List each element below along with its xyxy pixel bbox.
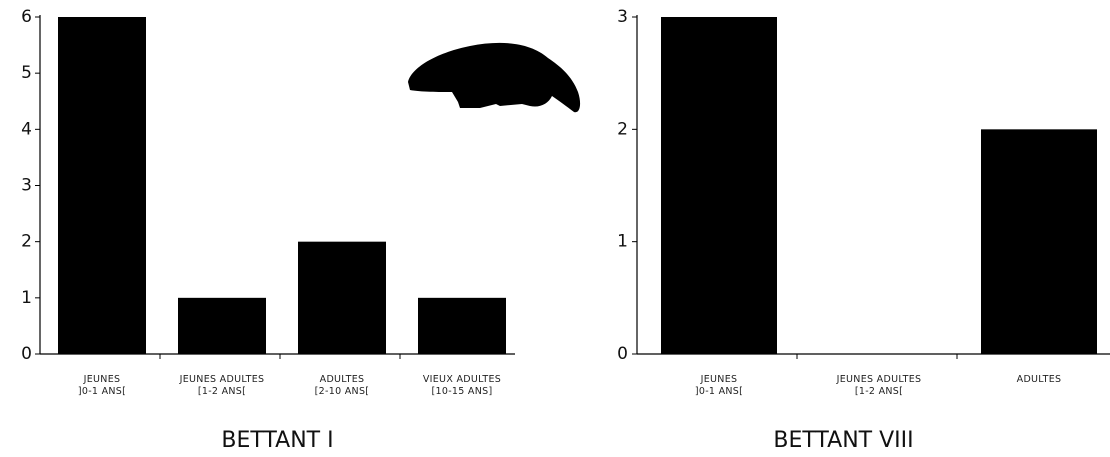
x-tick-label: JEUNES ADULTES [1-2 ANS[ <box>836 374 922 397</box>
beaver-silhouette <box>408 42 581 113</box>
chart-title: BETTANT I <box>221 428 333 453</box>
bar <box>178 297 266 354</box>
y-tick-label: 3 <box>21 176 32 196</box>
y-tick-label: 6 <box>21 7 32 27</box>
bar <box>981 129 1097 354</box>
x-tick-label: ADULTES <box>1016 374 1062 385</box>
y-tick-label: 5 <box>21 63 32 83</box>
y-tick-label: 1 <box>617 232 628 252</box>
bar <box>298 241 386 354</box>
y-tick-label: 2 <box>21 232 32 252</box>
bar <box>58 17 146 354</box>
bar <box>661 17 777 354</box>
x-tick-label: JEUNES ]0-1 ANS[ <box>77 374 127 397</box>
y-tick-label: 0 <box>21 344 32 364</box>
y-tick-label: 0 <box>617 344 628 364</box>
y-tick-label: 4 <box>21 119 32 139</box>
x-tick-label: VIEUX ADULTES [10-15 ANS] <box>422 374 502 397</box>
x-tick-label: JEUNES ]0-1 ANS[ <box>694 374 744 397</box>
chart-title: BETTANT VIII <box>773 428 913 453</box>
x-tick-label: JEUNES ADULTES [1-2 ANS[ <box>179 374 265 397</box>
y-tick-label: 1 <box>21 288 32 308</box>
y-tick-label: 2 <box>617 119 628 139</box>
bar <box>418 297 506 354</box>
y-tick-label: 3 <box>617 7 628 27</box>
x-tick-label: ADULTES [2-10 ANS[ <box>314 374 370 397</box>
